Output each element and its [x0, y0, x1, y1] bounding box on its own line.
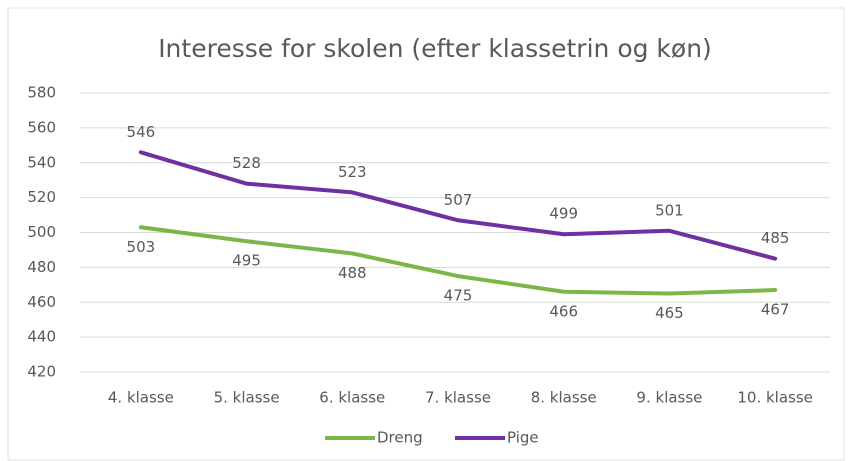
chart-title: Interesse for skolen (efter klassetrin o… — [158, 34, 712, 63]
y-tick-label: 580 — [27, 84, 56, 102]
y-tick-label: 520 — [27, 188, 56, 206]
data-label: 499 — [549, 205, 578, 223]
x-tick-label: 4. klasse — [108, 389, 174, 407]
x-tick-label: 6. klasse — [319, 389, 385, 407]
y-tick-label: 460 — [27, 293, 56, 311]
y-tick-label: 420 — [27, 363, 56, 381]
x-tick-label: 7. klasse — [425, 389, 491, 407]
series-line — [138, 150, 778, 261]
series-line — [138, 225, 778, 296]
x-tick-label: 10. klasse — [737, 389, 813, 407]
legend-label: Pige — [507, 429, 539, 447]
data-label: 488 — [338, 264, 367, 282]
y-tick-label: 500 — [27, 223, 56, 241]
data-label: 546 — [127, 123, 156, 141]
y-tick-label: 440 — [27, 328, 56, 346]
y-tick-label: 480 — [27, 258, 56, 276]
data-label: 507 — [444, 191, 473, 209]
data-label: 503 — [127, 238, 156, 256]
data-label: 523 — [338, 163, 367, 181]
chart-border — [7, 7, 845, 461]
data-label: 475 — [444, 287, 473, 305]
data-label: 495 — [232, 252, 261, 270]
y-tick-label: 540 — [27, 153, 56, 171]
data-label: 485 — [761, 229, 790, 247]
legend-label: Dreng — [377, 429, 423, 447]
data-label: 467 — [761, 301, 790, 319]
x-tick-label: 8. klasse — [531, 389, 597, 407]
x-tick-label: 5. klasse — [214, 389, 280, 407]
data-label: 466 — [549, 302, 578, 320]
y-tick-label: 560 — [27, 118, 56, 136]
data-label: 501 — [655, 201, 684, 219]
x-tick-label: 9. klasse — [636, 389, 702, 407]
data-label: 528 — [232, 154, 261, 172]
data-label: 465 — [655, 304, 684, 322]
